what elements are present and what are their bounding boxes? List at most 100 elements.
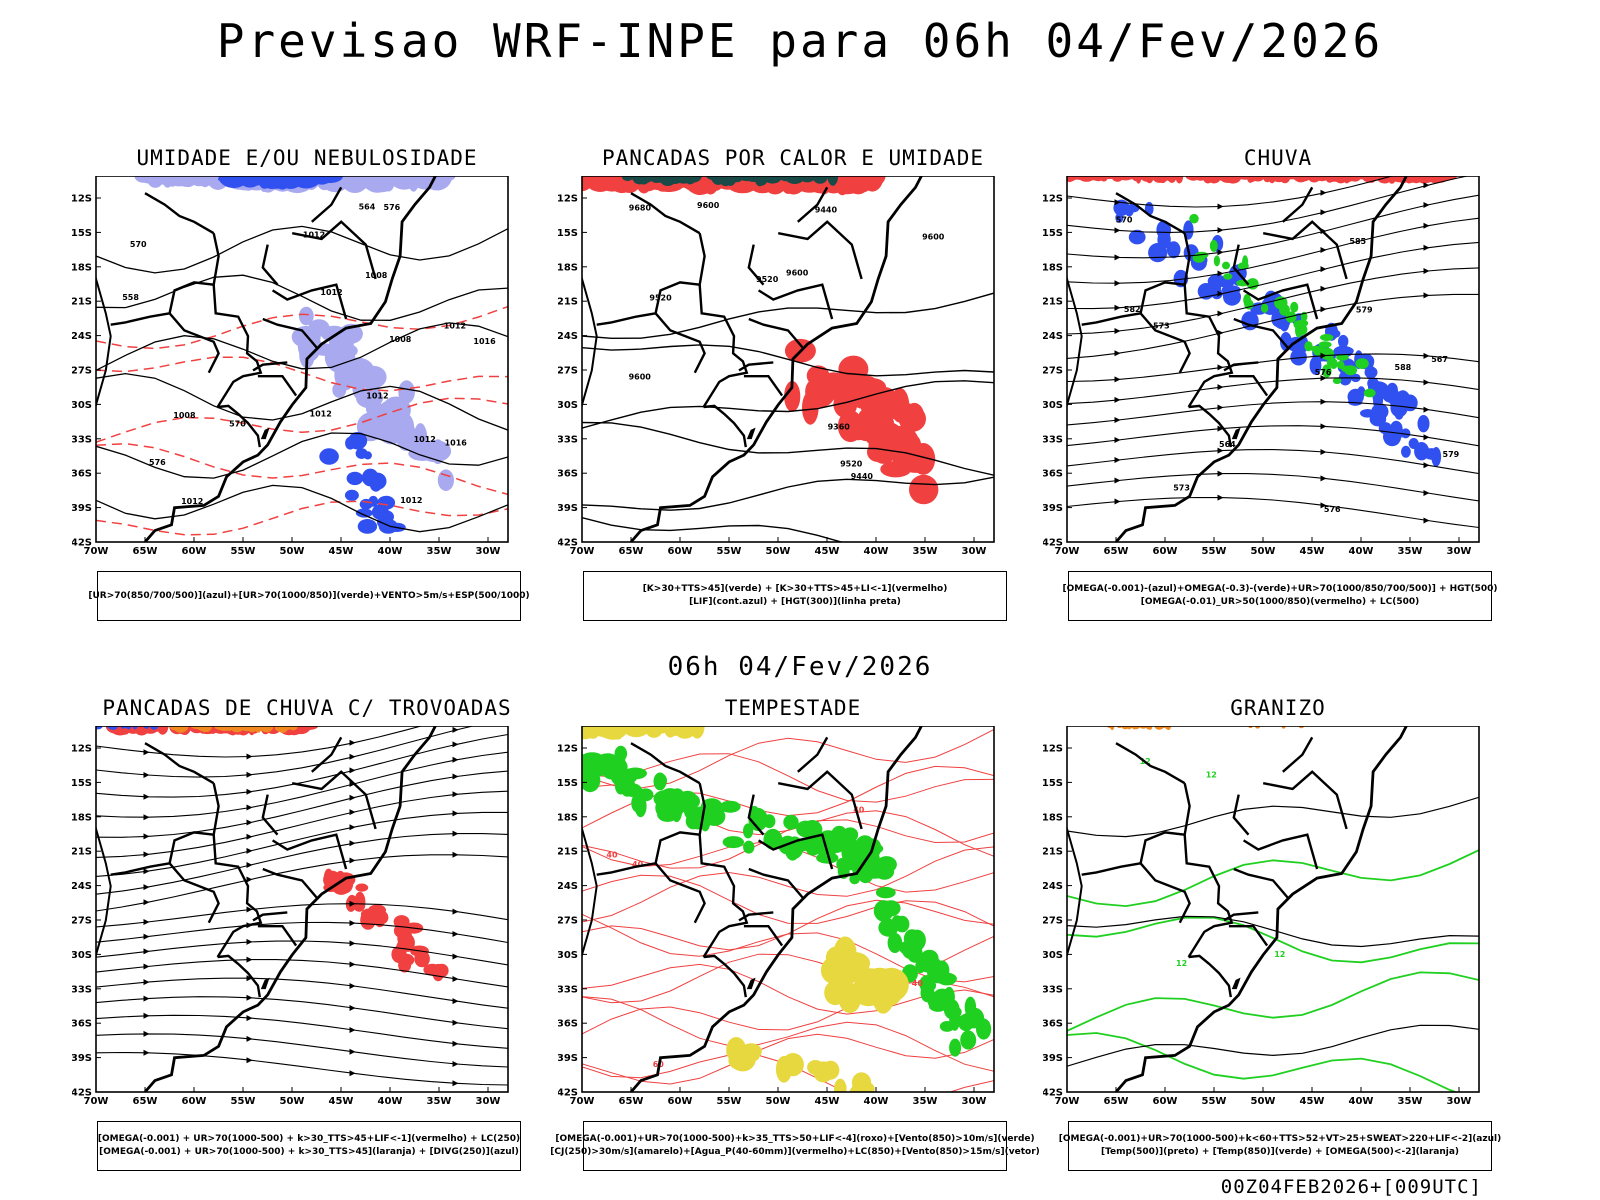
contour-label: 40 <box>912 979 924 988</box>
streamline <box>96 751 508 818</box>
streamline-arrow <box>1320 352 1327 359</box>
temp-500-contour <box>1067 1024 1479 1067</box>
height-300-contour <box>582 517 844 542</box>
upper-jet-area <box>589 726 619 737</box>
lat-label: 39S <box>1043 503 1063 514</box>
convective-area <box>623 176 633 181</box>
streamline <box>96 996 508 1030</box>
streamline-arrow <box>349 1070 356 1077</box>
thunderstorm-area <box>295 726 307 731</box>
humidity-core <box>368 472 387 490</box>
lat-label: 33S <box>1043 984 1063 995</box>
lon-label: 45W <box>815 1096 840 1107</box>
rain-area <box>1402 394 1418 412</box>
lon-label: 40W <box>864 1096 889 1107</box>
rain-area <box>1298 176 1310 181</box>
instability-area <box>805 375 836 408</box>
shower-area <box>288 726 298 731</box>
map-canvas: 404040406012S15S18S21S24S27S30S33S36S39S… <box>558 726 995 1107</box>
contour-label: 1012 <box>303 231 325 240</box>
lat-label: 12S <box>1043 744 1063 755</box>
streamline <box>96 1014 508 1049</box>
lon-label: 70W <box>84 1096 109 1107</box>
heavy-rain-area <box>1322 364 1332 378</box>
country-border <box>1081 831 1185 876</box>
lon-label: 65W <box>133 1096 158 1107</box>
streamline-arrow <box>1114 477 1121 484</box>
lat-label: 33S <box>72 434 92 445</box>
streamline-arrow <box>452 1019 459 1026</box>
streamline-arrow <box>1114 437 1121 443</box>
rain-area <box>1416 176 1427 181</box>
humidity-area <box>332 381 347 398</box>
lon-label: 55W <box>231 1096 256 1107</box>
heavy-rain-area <box>1336 354 1349 361</box>
lon-label: 65W <box>619 546 644 557</box>
contour-label: 564 <box>359 202 376 211</box>
humidity-core <box>295 176 317 185</box>
lat-label: 36S <box>558 469 578 480</box>
streamline <box>96 854 508 912</box>
omega-area <box>1148 726 1153 730</box>
contour-label: 9600 <box>786 268 809 277</box>
height-500-contour <box>1067 176 1470 233</box>
height-500-contour <box>1067 449 1479 475</box>
streamline-arrow <box>246 938 253 945</box>
country-border <box>703 954 747 998</box>
streamline-arrow <box>452 1080 459 1087</box>
contour-label: 9600 <box>697 201 720 210</box>
contour-label: 570 <box>1116 216 1133 225</box>
streamline-arrow <box>246 876 253 883</box>
lon-label: 40W <box>378 1096 403 1107</box>
low-level-jet-area <box>653 772 667 791</box>
lat-label: 33S <box>1043 434 1063 445</box>
lon-label: 30W <box>476 1096 501 1107</box>
lat-label: 18S <box>1043 262 1063 273</box>
heavy-rain-area <box>1326 357 1337 367</box>
temp-500-contour <box>1067 796 1479 838</box>
lon-label: 60W <box>182 1096 207 1107</box>
rain-area <box>1273 176 1291 182</box>
humidity-core <box>346 471 364 486</box>
map-frame <box>1066 726 1480 1093</box>
streamline-arrow <box>246 753 253 760</box>
border-andes <box>96 824 112 959</box>
rain-area <box>1338 334 1349 348</box>
lat-label: 18S <box>72 262 92 273</box>
coastline <box>1114 726 1408 1092</box>
streamline <box>96 1051 508 1086</box>
lat-label: 42S <box>1043 1088 1063 1099</box>
humidity-core <box>357 519 378 534</box>
lon-label: 50W <box>766 546 791 557</box>
streamline-arrow <box>1320 398 1327 405</box>
humidity-area <box>437 469 454 492</box>
streamline-arrow <box>1320 449 1327 455</box>
low-level-jet-area <box>837 832 856 851</box>
instability-area <box>871 413 894 433</box>
streamline-arrow <box>1217 270 1224 277</box>
streamline-arrow <box>246 833 253 840</box>
country-border <box>1183 782 1234 958</box>
lat-label: 36S <box>558 1019 578 1030</box>
contour-label: 9440 <box>851 472 874 481</box>
shower-area <box>215 726 225 731</box>
country-border <box>630 742 701 785</box>
legend-pancadas-calor: [K>30+TTS>45](verde) + [K>30+TTS>45+LI<-… <box>583 571 1007 621</box>
country-border <box>743 925 784 947</box>
streamline-arrow <box>1217 249 1224 256</box>
low-level-jet-area <box>610 763 629 786</box>
streamline-arrow <box>1114 376 1121 383</box>
streamline-arrow <box>1217 290 1224 297</box>
map-pancadas-calor: 9600 9600 9520 9520 9440 9440 9360 9520 9680 9600… <box>558 176 1028 566</box>
country-border <box>777 770 863 830</box>
lat-label: 39S <box>72 503 92 514</box>
heavy-rain-area <box>1344 365 1358 376</box>
streamline-arrow <box>246 771 253 778</box>
lake <box>1231 977 1241 990</box>
streamline-arrow <box>1320 266 1327 273</box>
low-level-jet-area <box>719 800 741 813</box>
map-frame <box>1066 176 1480 543</box>
humidity-area <box>363 364 378 391</box>
